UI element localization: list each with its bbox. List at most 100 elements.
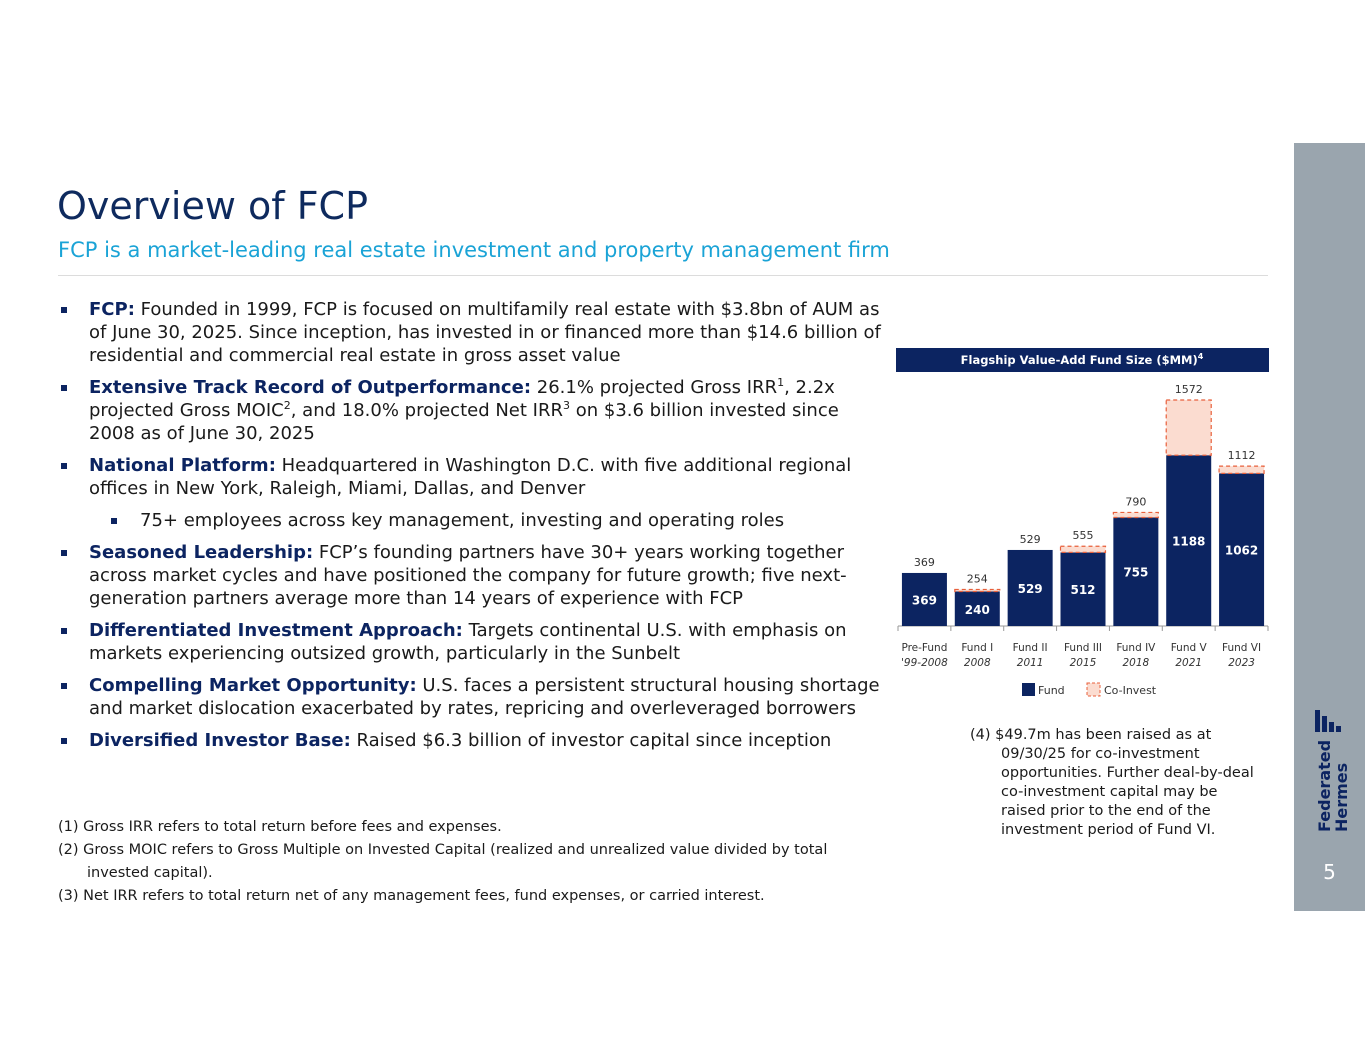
x-tick-sublabel: 2018 <box>1122 657 1149 669</box>
x-tick-sublabel: '99-2008 <box>901 657 948 669</box>
fund-bar <box>1113 517 1159 626</box>
x-tick-label: Fund I <box>961 642 993 654</box>
brand: Hermes <box>1332 763 1351 832</box>
legend-label: Co-Invest <box>1104 684 1157 697</box>
bar-value-label: 512 <box>1070 583 1095 597</box>
legend-swatch <box>1022 683 1035 696</box>
x-tick-label: Fund VI <box>1222 642 1261 654</box>
bullet-text: 75+ employees across key management, inv… <box>140 510 785 531</box>
bullet: FCP: Founded in 1999, FCP is focused on … <box>58 298 888 367</box>
superscript: 4 <box>1198 352 1204 361</box>
chart: Flagship Value-Add Fund Size ($MM)4 369 36… <box>896 348 1269 697</box>
logo-bar <box>1315 710 1320 732</box>
bullet-lead: Compelling Market Opportunity: <box>89 675 417 696</box>
logo-bar <box>1329 722 1334 732</box>
logo: Federated Hermes <box>1315 710 1351 832</box>
brand: Federated <box>1315 740 1334 832</box>
bullet: National Platform: Headquartered in Wash… <box>58 454 888 500</box>
superscript: 1 <box>777 376 785 389</box>
bullet-lead: Differentiated Investment Approach: <box>89 620 463 641</box>
bullet-text: 26.1% projected Gross IRR <box>531 377 778 398</box>
bullet-text: , 2.2x projected Gross MOIC <box>89 377 835 421</box>
total-label: 1112 <box>1228 449 1256 462</box>
total-label: 529 <box>1020 533 1041 546</box>
bar-value-label: 1062 <box>1225 544 1258 558</box>
total-label: 1572 <box>1175 383 1203 396</box>
fund-bar <box>1166 455 1212 626</box>
x-tick-label: Fund V <box>1171 642 1208 654</box>
bullet-lead: FCP: <box>89 299 135 320</box>
fund-bar <box>1219 473 1265 626</box>
bullet-marker <box>61 628 67 634</box>
bullet-marker <box>61 463 67 469</box>
coinvest-bar <box>1059 545 1107 554</box>
bar-value-label: 1188 <box>1172 535 1205 549</box>
side-bar <box>1294 143 1365 911</box>
chart-title-text: Flagship Value-Add Fund Size ($MM) <box>961 353 1198 367</box>
total-label: 790 <box>1125 495 1146 508</box>
bullet-marker <box>61 385 67 391</box>
legend-swatch <box>1086 682 1101 697</box>
subtitle: FCP is a market-leading real estate inve… <box>58 238 890 262</box>
bullet-marker <box>61 683 67 689</box>
coinvest-bar <box>1165 399 1212 456</box>
bullet-text: Founded in 1999, FCP is focused on multi… <box>89 299 881 366</box>
chart-title: Flagship Value-Add Fund Size ($MM)4 <box>961 352 1204 367</box>
bullet: Differentiated Investment Approach: Targ… <box>58 619 888 665</box>
coinvest-bar <box>954 588 1001 593</box>
fund-bar <box>1060 552 1106 626</box>
footnotes: (1) Gross IRR refers to total return bef… <box>58 816 848 908</box>
bullet: Compelling Market Opportunity: U.S. face… <box>58 674 888 720</box>
bullet-lead: National Platform: <box>89 455 276 476</box>
fund-bar <box>1007 549 1053 626</box>
bullet-text: U.S. faces a persistent structural housi… <box>89 675 880 719</box>
bullet-marker <box>111 518 117 524</box>
superscript: 3 <box>563 399 570 412</box>
title: Overview of FCP <box>57 184 368 228</box>
coinvest-bar <box>1112 511 1159 519</box>
footnote: (3) Net IRR refers to total return net o… <box>58 888 765 904</box>
bullet-marker <box>61 738 67 744</box>
bullet-text: Raised $6.3 billion of investor capital … <box>350 730 832 751</box>
bullet-list: FCP: Founded in 1999, FCP is focused on … <box>58 298 888 761</box>
chart-note: (4) $49.7m has been raised as at 09/30/2… <box>970 727 1254 838</box>
divider <box>58 275 1268 276</box>
x-tick-label: Fund IV <box>1116 642 1156 654</box>
total-label: 254 <box>967 572 988 585</box>
x-tick-label: Pre-Fund <box>901 642 947 654</box>
total-label: 369 <box>914 556 935 569</box>
x-tick-sublabel: 2023 <box>1228 657 1255 669</box>
footnote: (1) Gross IRR refers to total return bef… <box>58 819 502 835</box>
bullet: Extensive Track Record of Outperformance… <box>58 376 888 445</box>
logo-bar <box>1322 716 1327 732</box>
chart-header <box>896 348 1269 372</box>
bullet-text: , and 18.0% projected Net IRR <box>290 400 563 421</box>
footnote: (2) Gross MOIC refers to Gross Multiple … <box>58 842 828 881</box>
coinvest-bar <box>1218 465 1265 474</box>
bullet-lead: Extensive Track Record of Outperformance… <box>89 377 532 398</box>
bar-value-label: 755 <box>1123 566 1148 580</box>
fund-bar <box>954 591 1000 626</box>
total-label: 555 <box>1073 529 1094 542</box>
bullet: Diversified Investor Base: Raised $6.3 b… <box>58 729 888 752</box>
x-tick-sublabel: 2015 <box>1070 657 1097 669</box>
bullet-marker <box>61 550 67 556</box>
bar-value-label: 369 <box>912 593 937 607</box>
x-tick-sublabel: 2011 <box>1017 657 1044 669</box>
x-tick-label: Fund III <box>1064 642 1102 654</box>
legend-label: Fund <box>1038 684 1065 697</box>
bar-value-label: 240 <box>965 603 990 617</box>
superscript: 2 <box>283 399 291 412</box>
logo-bar <box>1336 726 1341 732</box>
x-tick-sublabel: 2008 <box>964 657 991 669</box>
bullet: 75+ employees across key management, inv… <box>58 509 888 532</box>
bullet: Seasoned Leadership: FCP’s founding part… <box>58 541 888 610</box>
bullet-text: on $3.6 billion invested since 2008 as o… <box>89 400 839 444</box>
x-tick-label: Fund II <box>1013 642 1048 654</box>
bullet-text: Targets continental U.S. with emphasis o… <box>89 620 847 664</box>
x-tick-sublabel: 2021 <box>1175 657 1202 669</box>
bullet-text: Headquartered in Washington D.C. with fi… <box>89 455 852 499</box>
bullet-lead: Diversified Investor Base: <box>89 730 351 751</box>
fund-bar <box>901 572 947 626</box>
